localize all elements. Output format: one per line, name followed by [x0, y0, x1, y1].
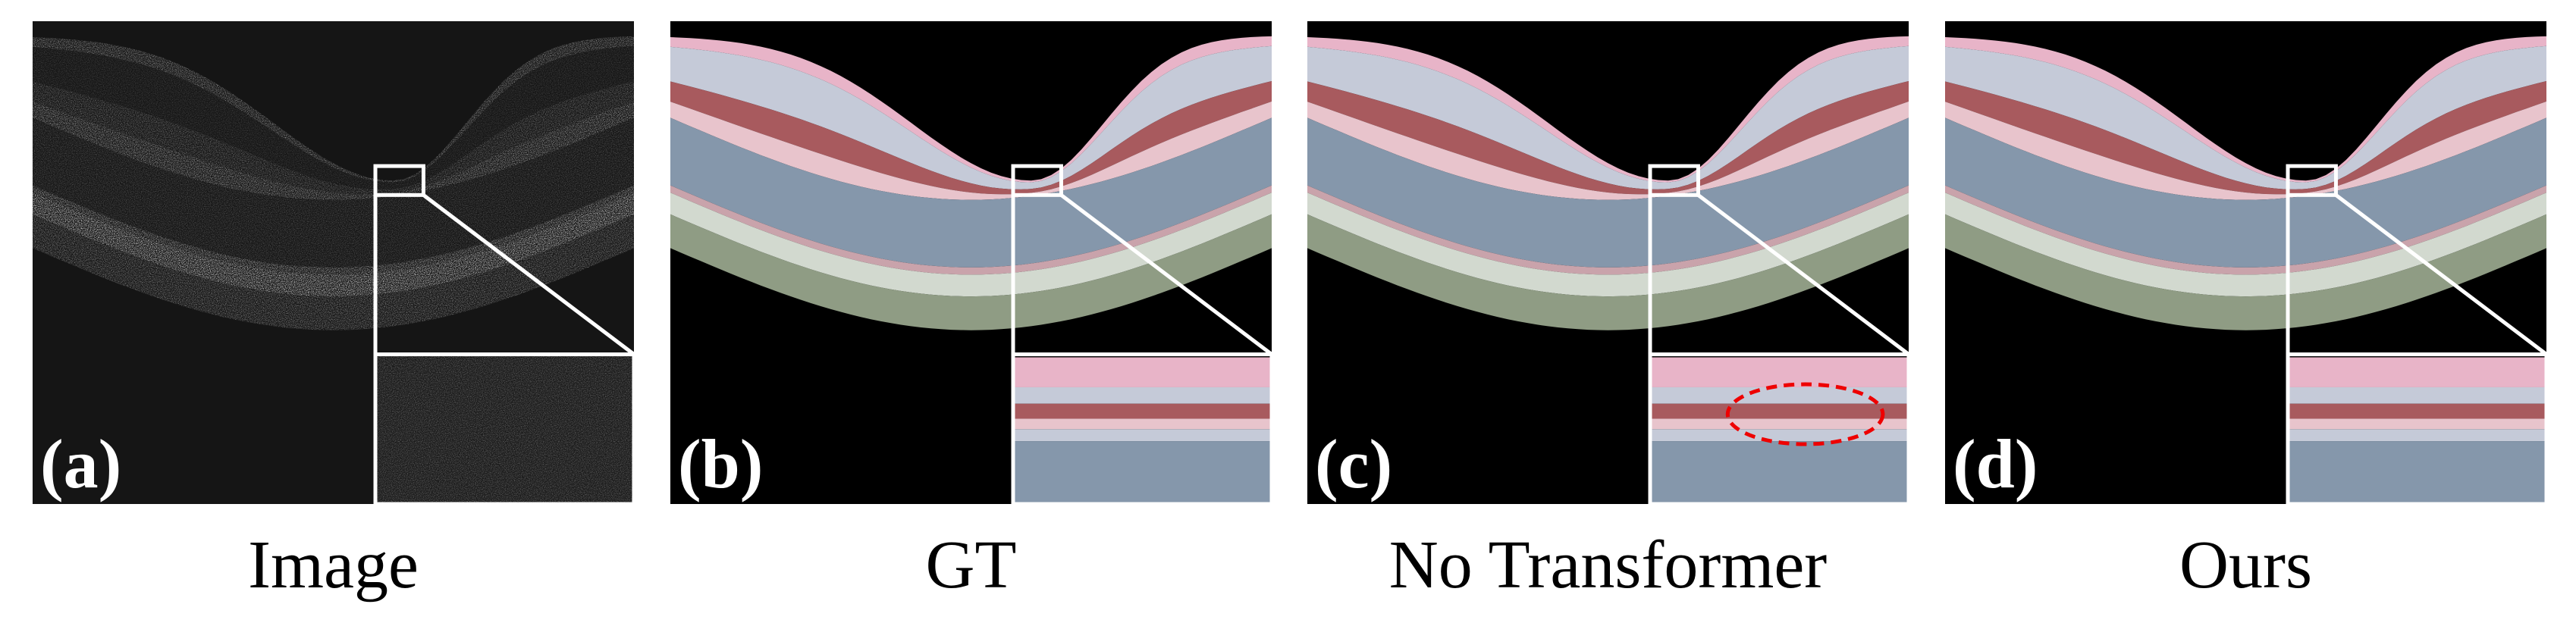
panel: (a) — [33, 21, 636, 506]
inset-layer — [1013, 387, 1272, 404]
retina-layer — [1945, 45, 2546, 189]
retina-layer — [670, 81, 1272, 195]
highlight — [1725, 382, 1885, 446]
inset-layer — [1013, 357, 1272, 387]
inset-layer — [1650, 403, 1909, 419]
retina-layer — [670, 193, 1272, 297]
retina-layer — [33, 117, 634, 268]
inset-layer — [1013, 418, 1272, 430]
retina-layer — [670, 101, 1272, 200]
inset-layer — [1650, 418, 1909, 430]
zoom-line — [2334, 193, 2548, 356]
inset-layer — [1013, 441, 1272, 504]
panel-label: (a) — [40, 425, 121, 502]
inset-frame — [1011, 352, 1274, 506]
retina-layer — [1945, 36, 2546, 183]
zoom-line — [1696, 193, 1910, 356]
zoom-box — [373, 164, 425, 197]
layers — [1945, 36, 2546, 330]
inset-layer — [1013, 429, 1272, 442]
retina-layer — [670, 36, 1272, 183]
retina-layer — [1307, 214, 1909, 330]
panel: (d) — [1945, 21, 2549, 506]
retina-layer — [33, 36, 634, 183]
inset-layer — [2288, 387, 2546, 404]
zoom-box — [1648, 164, 1700, 197]
retina-layer — [1945, 101, 2546, 200]
retina-layer — [1307, 36, 1909, 183]
retina-layer — [670, 117, 1272, 268]
inset-layer — [1013, 403, 1272, 419]
inset-layer — [2288, 429, 2546, 442]
panel-caption: Ours — [2179, 528, 2312, 603]
inset-layer — [1650, 441, 1909, 504]
retina-layer — [1945, 193, 2546, 297]
layers — [670, 36, 1272, 330]
inset-layer — [1650, 429, 1909, 442]
panel: (b) — [670, 21, 1274, 506]
panel-label: (d) — [1953, 425, 2038, 502]
retina-layer — [1945, 81, 2546, 195]
layers — [1307, 36, 1909, 330]
retina-layer — [670, 214, 1272, 330]
layers — [33, 36, 634, 330]
panel-caption: GT — [926, 528, 1017, 603]
inset-layer — [2288, 403, 2546, 419]
retina-layer — [1945, 117, 2546, 268]
zoom-box — [2286, 164, 2338, 197]
retina-layer — [1307, 45, 1909, 189]
retina-layer — [33, 193, 634, 297]
zoom-box — [1011, 164, 1063, 197]
panel: (c) — [1307, 21, 1911, 506]
retina-layer — [1307, 81, 1909, 195]
retina-layer — [1307, 117, 1909, 268]
panel-caption: No Transformer — [1389, 528, 1828, 603]
inset-frame — [373, 352, 636, 506]
inset-layer — [2288, 441, 2546, 504]
retina-layer — [33, 214, 634, 330]
inset-layer — [2288, 418, 2546, 430]
panel-label: (b) — [678, 425, 763, 502]
inset-noise — [375, 354, 634, 504]
retina-layer — [33, 101, 634, 200]
inset-frame — [2286, 352, 2549, 506]
inset-frame — [1648, 352, 1911, 506]
retina-layer — [1307, 101, 1909, 200]
retina-layer — [1307, 193, 1909, 297]
panel-caption: Image — [248, 528, 419, 603]
retina-layer — [33, 81, 634, 195]
zoom-line — [1059, 193, 1273, 356]
retina-layer — [33, 45, 634, 189]
zoom-line — [422, 193, 635, 356]
retina-layer — [1945, 214, 2546, 330]
inset-layer — [1650, 387, 1909, 404]
panel-label: (c) — [1315, 425, 1392, 502]
inset-layer — [1650, 357, 1909, 387]
retina-layer — [670, 45, 1272, 189]
inset-layer — [2288, 357, 2546, 387]
